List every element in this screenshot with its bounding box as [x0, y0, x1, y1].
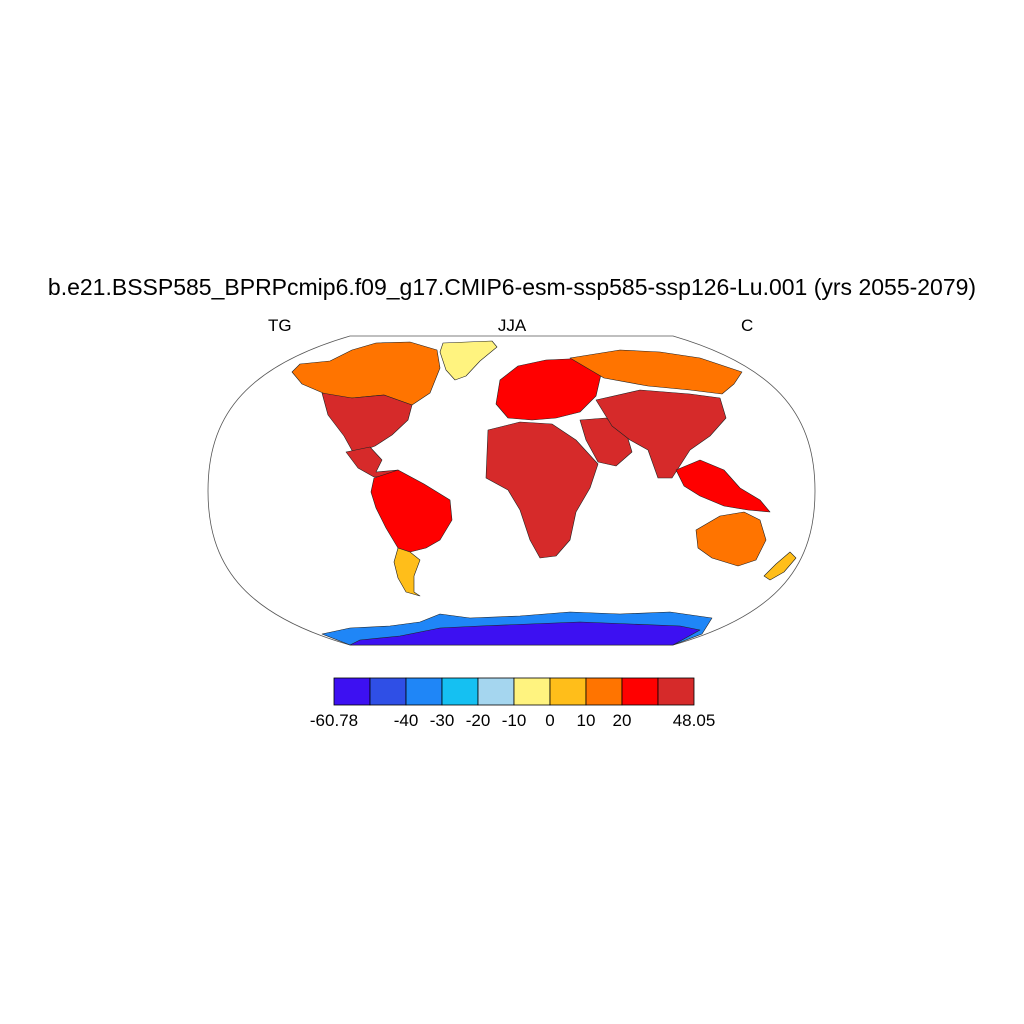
region-south-america: [370, 469, 453, 553]
region-europe: [495, 357, 603, 421]
season-label: JJA: [497, 316, 527, 335]
colorbar-tick-label: -20: [465, 711, 491, 730]
variable-label: TG: [268, 316, 292, 335]
colorbar-swatch-3: [441, 677, 479, 706]
colorbar-tick-label: 0: [545, 711, 555, 730]
colorbar-tick-label: 10: [576, 711, 596, 730]
colorbar-swatch-4: [477, 677, 515, 706]
colorbar-swatch-0: [333, 677, 371, 706]
colorbar-swatch-8: [621, 677, 659, 706]
region-australia: [695, 511, 767, 567]
colorbar-tick-label: -10: [501, 711, 527, 730]
region-patagonia: [393, 547, 421, 597]
region-greenland: [439, 340, 498, 381]
map-title: b.e21.BSSP585_BPRPcmip6.f09_g17.CMIP6-es…: [47, 274, 977, 300]
colorbar-swatch-1: [369, 677, 407, 706]
region-new-zealand: [763, 551, 797, 581]
region-africa: [485, 421, 599, 559]
colorbar-tick-label: 48.05: [672, 711, 716, 730]
region-south-asia: [595, 389, 727, 479]
units-label: C: [741, 316, 754, 335]
colorbar-swatch-5: [513, 677, 551, 706]
colorbar-swatch-9: [657, 677, 695, 706]
colorbar-tick-label: 20: [612, 711, 632, 730]
region-siberia: [569, 349, 743, 395]
region-united-states: [321, 392, 413, 455]
region-antarctica-interior: [349, 621, 701, 646]
colorbar-swatch-7: [585, 677, 623, 706]
colorbar-tick-label: -30: [429, 711, 455, 730]
region-southeast-asia: [675, 459, 771, 513]
colorbar-swatch-2: [405, 677, 443, 706]
colorbar-tick-label: -60.78: [309, 711, 359, 730]
colorbar-swatch-6: [549, 677, 587, 706]
colorbar-tick-label: -40: [393, 711, 419, 730]
colorbar: [333, 677, 695, 706]
